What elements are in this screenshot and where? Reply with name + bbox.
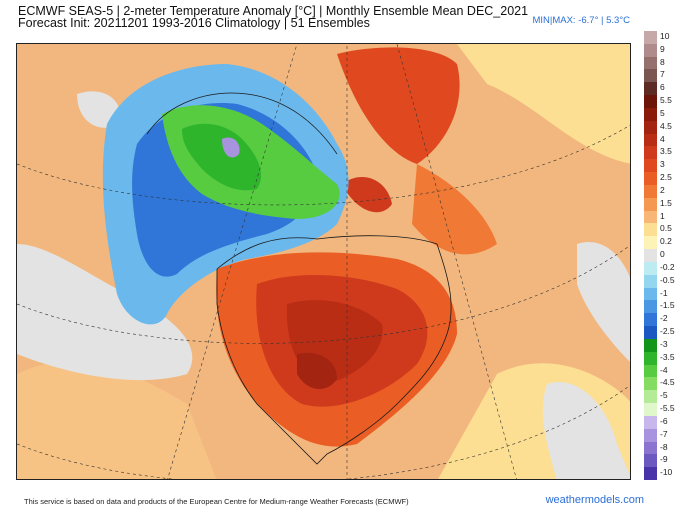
scale-swatch — [644, 146, 657, 160]
scale-swatch — [644, 351, 657, 365]
scale-swatch — [644, 390, 657, 404]
scale-swatch — [644, 287, 657, 301]
scale-label: 2.5 — [660, 172, 672, 183]
scale-label: 10 — [660, 31, 670, 41]
scale-swatch — [644, 107, 657, 121]
scale-label: 0.2 — [660, 236, 672, 247]
scale-label: -4.5 — [660, 377, 675, 388]
scale-label: -4 — [660, 364, 668, 375]
scale-swatch — [644, 223, 657, 237]
scale-label: -7 — [660, 428, 668, 439]
anomaly-zone — [457, 44, 630, 164]
scale-swatch — [644, 82, 657, 96]
anomaly-zone — [297, 352, 337, 390]
scale-swatch — [644, 441, 657, 455]
scale-swatch — [644, 43, 657, 57]
scale-swatch — [644, 172, 657, 185]
anomaly-zone — [412, 164, 497, 255]
scale-swatch — [644, 159, 657, 173]
neutral-zone — [77, 91, 120, 128]
continent-outline — [216, 235, 452, 465]
anomaly-zone — [337, 47, 460, 164]
min-max-readout: MIN|MAX: -6.7° | 5.3°C — [532, 15, 630, 26]
neutral-zone — [542, 382, 630, 479]
coastline — [146, 92, 338, 155]
scale-label: 0.5 — [660, 223, 672, 234]
scale-swatch — [644, 133, 657, 147]
source-disclaimer: This service is based on data and produc… — [24, 497, 409, 506]
latitude-line — [17, 124, 630, 206]
scale-swatch — [644, 197, 657, 211]
scale-label: 3 — [660, 159, 665, 170]
forecast-info: Forecast Init: 20211201 1993-2016 Climat… — [18, 16, 370, 30]
scale-swatch — [644, 31, 657, 44]
scale-label: -3 — [660, 338, 668, 349]
credit-link[interactable]: weathermodels.com — [545, 494, 644, 506]
scale-swatch — [644, 454, 657, 468]
neutral-zone — [17, 244, 193, 381]
scale-label: -5.5 — [660, 403, 675, 414]
scale-label: -1 — [660, 287, 668, 298]
scale-label: -9 — [660, 454, 668, 465]
scale-label: -2.5 — [660, 326, 675, 337]
scale-label: 8 — [660, 56, 665, 67]
scale-swatch — [644, 364, 657, 378]
scale-swatch — [644, 415, 657, 429]
scale-swatch — [644, 313, 657, 327]
scale-label: 0 — [660, 249, 665, 260]
scale-label: -2 — [660, 313, 668, 324]
scale-label: 1.5 — [660, 197, 672, 208]
scale-label: 5 — [660, 107, 665, 118]
scale-swatch — [644, 428, 657, 442]
scale-label: 7 — [660, 69, 665, 80]
scale-swatch — [644, 69, 657, 83]
anomaly-zone — [222, 137, 240, 158]
anomaly-zone — [342, 176, 392, 213]
scale-swatch — [644, 95, 657, 108]
scale-swatch — [644, 56, 657, 70]
anomaly-map — [16, 43, 631, 480]
neutral-zone — [577, 242, 630, 362]
scale-label: 5.5 — [660, 95, 672, 106]
scale-label: 6 — [660, 82, 665, 93]
scale-label: 4.5 — [660, 120, 672, 131]
scale-swatch — [644, 467, 657, 480]
latitude-line — [17, 245, 630, 344]
scale-label: -8 — [660, 441, 668, 452]
scale-swatch — [644, 377, 657, 391]
scale-label: -10 — [660, 467, 673, 478]
scale-label: 9 — [660, 43, 665, 54]
scale-label: -1.5 — [660, 300, 675, 311]
scale-label: -5 — [660, 390, 668, 401]
longitude-line — [167, 44, 298, 479]
scale-swatch — [644, 236, 657, 250]
scale-label: -3.5 — [660, 351, 675, 362]
scale-swatch — [644, 274, 657, 288]
scale-swatch — [644, 300, 657, 314]
scale-label: 2 — [660, 184, 665, 195]
scale-label: -0.2 — [660, 261, 675, 272]
scale-swatch — [644, 210, 657, 224]
scale-label: -6 — [660, 415, 668, 426]
color-scale-labels: 10 9 8 7 6 5.5 5 4.5 4 3.5 3 2.5 2 1.5 1 0.5 0.2 0 -0.2 -0.… — [660, 31, 680, 480]
scale-swatch — [644, 403, 657, 416]
anomaly-zone — [17, 361, 217, 479]
scale-swatch — [644, 326, 657, 339]
anomaly-map-canvas — [17, 44, 630, 479]
scale-swatch — [644, 249, 657, 262]
scale-swatch — [644, 261, 657, 275]
anomaly-zone — [182, 123, 262, 191]
scale-label: -0.5 — [660, 274, 675, 285]
scale-label: 3.5 — [660, 146, 672, 157]
color-scale — [644, 31, 657, 480]
scale-label: 1 — [660, 210, 665, 221]
scale-swatch — [644, 120, 657, 134]
scale-swatch — [644, 184, 657, 198]
map-title: ECMWF SEAS-5 | 2-meter Temperature Anoma… — [18, 4, 529, 18]
scale-label: 4 — [660, 133, 665, 144]
scale-swatch — [644, 338, 657, 352]
